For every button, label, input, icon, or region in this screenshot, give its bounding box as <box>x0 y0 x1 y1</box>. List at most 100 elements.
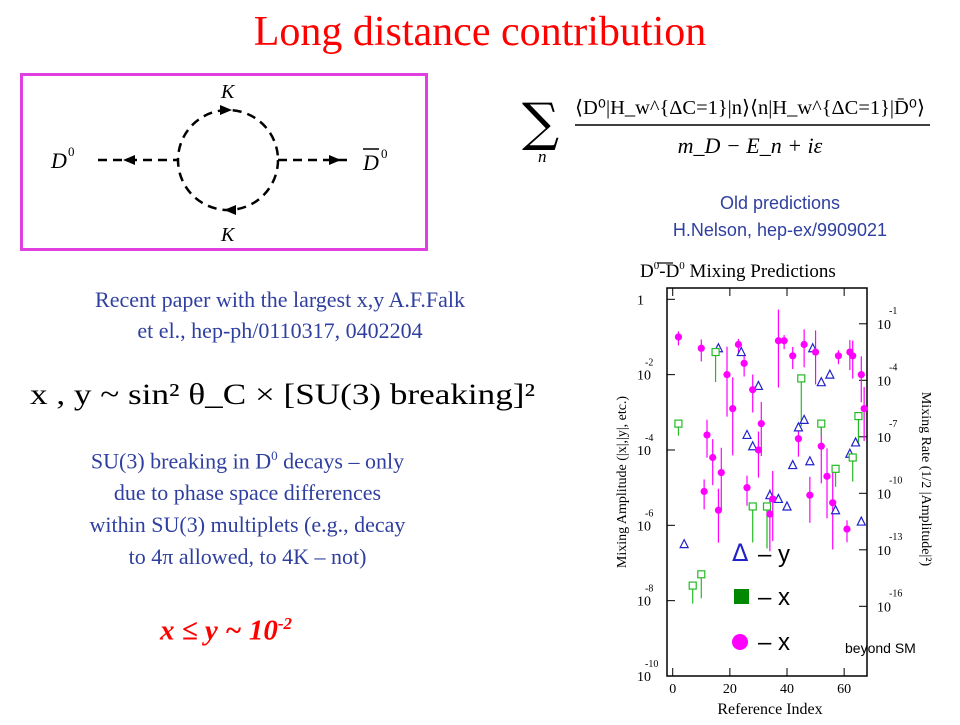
data-point-circle <box>717 468 725 477</box>
data-point-triangle <box>816 376 827 387</box>
data-point-square <box>697 570 706 579</box>
x-axis-label: Reference Index <box>717 701 822 718</box>
su3-line1-sup: 0 <box>271 448 278 463</box>
data-point-circle <box>800 340 808 349</box>
recent-paper-text: Recent paper with the largest x,y A.F.Fa… <box>10 284 550 346</box>
data-point-square <box>748 502 757 511</box>
chart-svg: D0-D0 Mixing Predictions 0 20 40 60110-210-… <box>615 260 933 718</box>
legend-circle-icon <box>732 634 748 650</box>
su3-line1: SU(3) breaking in D0 decays – only <box>10 440 485 477</box>
plot-frame <box>666 287 868 677</box>
sum-formula: ∑ n ⟨D⁰|H_w^{ΔC=1}|n⟩⟨n|H_w^{ΔC=1}|D̄⁰⟩ … <box>520 78 940 168</box>
data-point-circle <box>806 491 814 499</box>
data-point-triangle <box>736 346 747 357</box>
data-point-circle <box>709 453 717 462</box>
legend-label: – y <box>758 541 790 568</box>
data-point-triangle <box>747 440 758 451</box>
data-point-square <box>674 419 683 428</box>
mixing-predictions-chart: D0-D0 Mixing Predictions 0 20 40 60 1 10 -2 10-… <box>600 255 960 720</box>
feynman-diagram: D 0 D 0 K K <box>50 81 388 246</box>
y-tick-exponent: -6 <box>645 508 653 519</box>
data-point-circle <box>780 337 788 345</box>
data-point-triangle <box>773 493 784 504</box>
data-point-circle <box>794 435 803 443</box>
y-tick-exponent: -4 <box>645 433 653 444</box>
data-point-circle <box>697 344 705 352</box>
data-point-circle <box>823 472 831 480</box>
su3-line3: within SU(3) multiplets (e.g., decay <box>89 512 406 538</box>
data-point-circle <box>829 499 837 507</box>
xy-formula: x , y ~ sin² θ_C × [SU(3) breaking]² <box>20 370 550 416</box>
su3-line1-a: SU(3) breaking in D <box>90 448 272 474</box>
data-point-circle <box>857 371 865 379</box>
data-point-circle <box>843 525 851 533</box>
y-tick-label: 10 <box>637 670 651 685</box>
d0bar-label: D <box>362 150 379 175</box>
y-tick-exponent: -2 <box>645 358 653 369</box>
y2-tick-label: 10 <box>877 544 891 559</box>
data-point-triangle <box>753 380 764 391</box>
loop-circle <box>176 108 280 212</box>
data-point-circle <box>754 446 763 454</box>
y2-tick-exponent: -4 <box>889 362 897 373</box>
su3-line1-b: decays – only <box>277 448 405 474</box>
y2-tick-label: 10 <box>877 600 891 615</box>
legend-label: – x <box>758 629 790 656</box>
sum-sign: ∑ <box>522 93 559 153</box>
data-point-square <box>688 581 697 590</box>
data-point-triangle <box>824 368 835 379</box>
slide-title: Long distance contribution <box>253 9 707 55</box>
data-point-circle <box>766 510 774 518</box>
y-tick-label: 10 <box>637 595 651 610</box>
data-point-circle <box>769 495 777 503</box>
y-axis-label: Mixing Amplitude (|x|,|y|, etc.) <box>615 396 630 569</box>
data-point-square <box>831 464 840 473</box>
k-bottom-label: K <box>220 224 236 246</box>
data-point-circle <box>789 352 797 360</box>
data-point-square <box>711 347 720 357</box>
y2-tick-label: 10 <box>877 431 891 446</box>
y2-tick-exponent: -10 <box>889 475 902 486</box>
result-formula: x ≤ y ~ 10-2 <box>160 614 292 648</box>
data-point-triangle <box>787 459 798 470</box>
data-point-circle <box>740 359 748 367</box>
data-point-circle <box>743 484 751 492</box>
feynman-diagram-box: D 0 D 0 K K <box>20 73 428 251</box>
old-predictions-line2: H.Nelson, hep-ex/9909021 <box>672 220 888 240</box>
y-tick-label: 10 <box>637 444 651 459</box>
old-predictions-line1: Old predictions <box>719 193 841 213</box>
sum-subscript: n <box>538 147 547 166</box>
legend-square-icon <box>734 589 749 604</box>
x-tick-label: 40 <box>780 682 794 697</box>
y-tick-label: 10 <box>637 519 651 534</box>
chart-title: D0-D0 Mixing Predictions <box>640 260 836 282</box>
recent-paper-line2: et el., hep-ph/0110317, 0402204 <box>137 318 423 343</box>
x-tick-label: 0 <box>669 682 676 697</box>
y-tick-label: 1 <box>637 293 644 308</box>
y-tick-exponent: -10 <box>645 659 658 670</box>
data-point-circle <box>714 506 723 514</box>
data-point-triangle <box>830 504 841 515</box>
xy-formula-text: x , y ~ sin² θ_C × [SU(3) breaking]² <box>30 378 535 411</box>
data-point-circle <box>757 420 765 428</box>
legend-label: – x <box>758 584 790 611</box>
sum-numerator: ⟨D⁰|H_w^{ΔC=1}|n⟩⟨n|H_w^{ΔC=1}|D̄⁰⟩ <box>575 97 925 119</box>
d0bar-label-sup: 0 <box>381 146 388 161</box>
data-point-square <box>854 411 863 421</box>
loop-bottom-arrow-icon <box>224 205 236 215</box>
sum-denominator: m_D − E_n + iε <box>678 133 823 158</box>
x-tick-label: 20 <box>723 682 737 697</box>
su3-line2: due to phase space differences <box>113 480 382 506</box>
data-point-square <box>762 502 772 511</box>
data-point-square <box>817 419 826 428</box>
data-point-triangle <box>850 436 861 447</box>
d0-label: D <box>50 148 67 173</box>
data-point-circle <box>749 386 757 394</box>
y2-tick-exponent: -13 <box>889 532 902 543</box>
data-point-circle <box>811 348 820 356</box>
data-point-circle <box>817 442 825 450</box>
y2-tick-exponent: -16 <box>889 588 902 599</box>
beyond-sm-note: beyond SM <box>845 640 916 656</box>
incoming-arrow-icon <box>123 155 135 165</box>
su3-line4: to 4π allowed, to 4K – not) <box>128 544 367 570</box>
